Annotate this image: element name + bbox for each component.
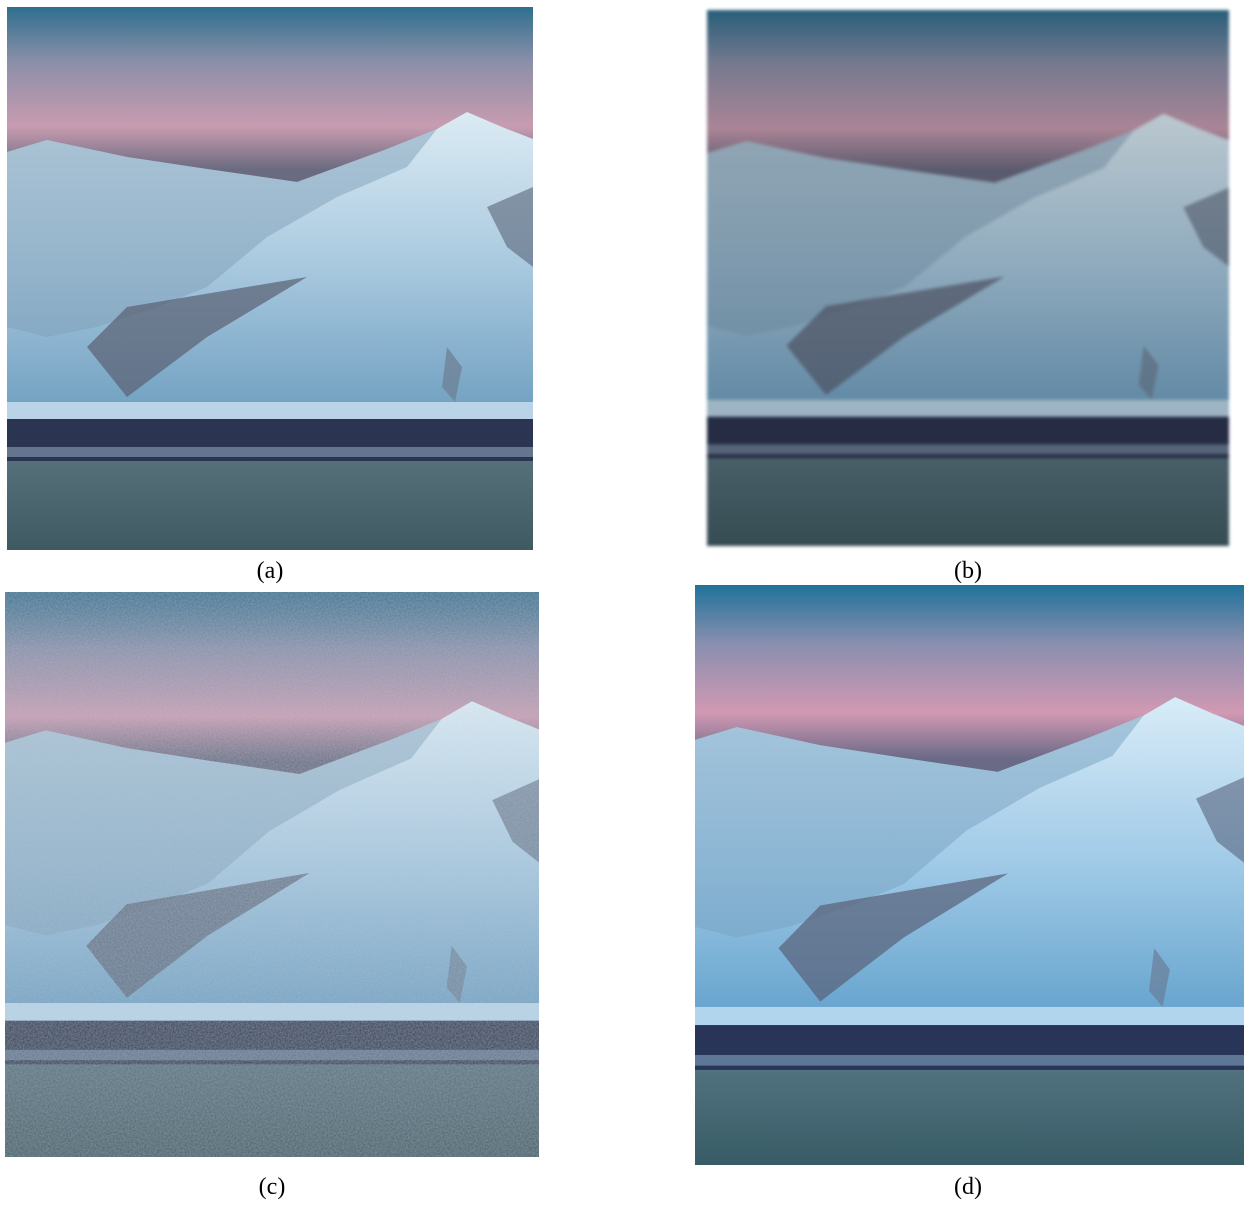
panel-a: (a): [7, 7, 533, 584]
figure: (a) (b) (c) (d): [0, 0, 1244, 1200]
panel-label: (a): [257, 558, 284, 584]
panel-label: (d): [954, 1174, 982, 1200]
panel-d: (d): [695, 585, 1244, 1200]
image: [695, 585, 1244, 1165]
panel-label: (b): [954, 558, 982, 584]
panel-label: (c): [259, 1174, 286, 1200]
image: [7, 7, 533, 550]
panel-c: (c): [5, 592, 539, 1200]
panel-b: (b): [707, 10, 1229, 584]
page: {"figure": {"panels": [{"label": "(a)"},…: [0, 0, 1244, 1200]
image: [5, 592, 539, 1157]
image: [707, 10, 1229, 546]
